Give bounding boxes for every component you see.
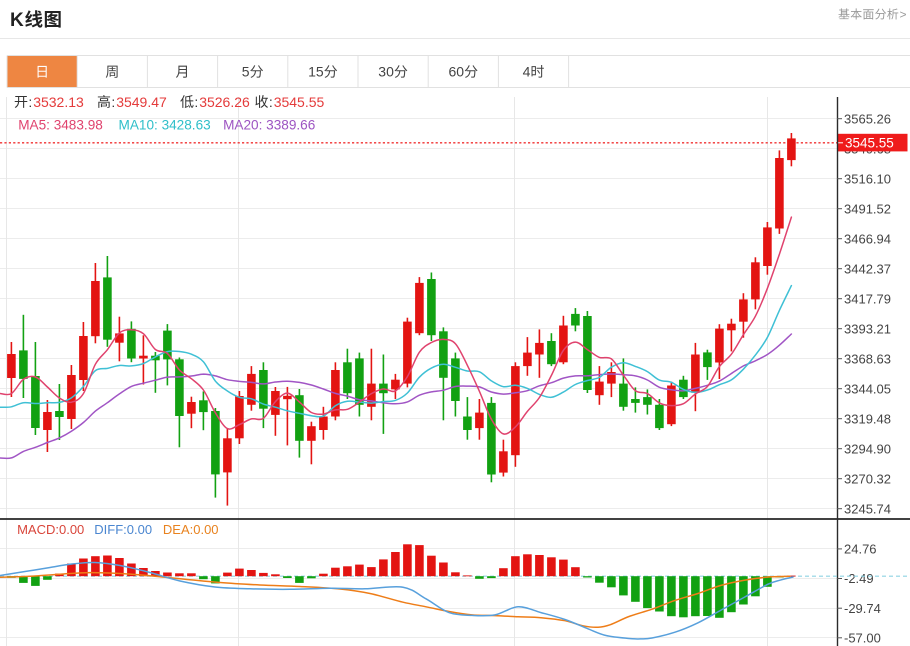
svg-text:DEA:0.00: DEA:0.00 [163,522,219,537]
svg-text:MA20: 3389.66: MA20: 3389.66 [223,118,315,133]
svg-text:-2.49: -2.49 [844,571,874,586]
svg-text:15: 15 [308,64,324,80]
svg-text:5: 5 [242,64,250,80]
svg-text:3319.48: 3319.48 [844,411,891,426]
svg-text:3442.37: 3442.37 [844,261,891,276]
svg-text:3294.90: 3294.90 [844,441,891,456]
svg-text:MA10: 3428.63: MA10: 3428.63 [119,118,211,133]
svg-text:3532.13: 3532.13 [33,94,84,110]
svg-text:3491.52: 3491.52 [844,201,891,216]
svg-text::: : [28,94,32,110]
svg-text:3545.55: 3545.55 [274,94,325,110]
svg-text::: : [194,94,198,110]
svg-text:>: > [900,8,907,22]
svg-text:3545.55: 3545.55 [845,136,894,151]
svg-text:MA5: 3483.98: MA5: 3483.98 [18,118,103,133]
svg-text:3466.94: 3466.94 [844,231,891,246]
svg-text:3270.32: 3270.32 [844,471,891,486]
svg-text:3516.10: 3516.10 [844,171,891,186]
svg-text:3393.21: 3393.21 [844,321,891,336]
svg-text:-29.74: -29.74 [844,601,881,616]
svg-text:3526.26: 3526.26 [199,94,250,110]
svg-text::: : [269,94,273,110]
svg-text:3417.79: 3417.79 [844,291,891,306]
svg-text:DIFF:0.00: DIFF:0.00 [94,522,152,537]
svg-text:3368.63: 3368.63 [844,351,891,366]
svg-text:MACD:0.00: MACD:0.00 [17,522,84,537]
svg-text:3245.74: 3245.74 [844,501,891,516]
svg-text:24.76: 24.76 [844,542,877,557]
svg-text:4: 4 [523,64,531,80]
svg-text:3565.26: 3565.26 [844,111,891,126]
svg-text:3549.47: 3549.47 [116,94,167,110]
svg-text:30: 30 [378,64,394,80]
svg-text:-57.00: -57.00 [844,630,881,645]
svg-text:60: 60 [449,64,465,80]
svg-text:K: K [10,10,24,31]
svg-text::: : [111,94,115,110]
svg-text:3344.05: 3344.05 [844,381,891,396]
